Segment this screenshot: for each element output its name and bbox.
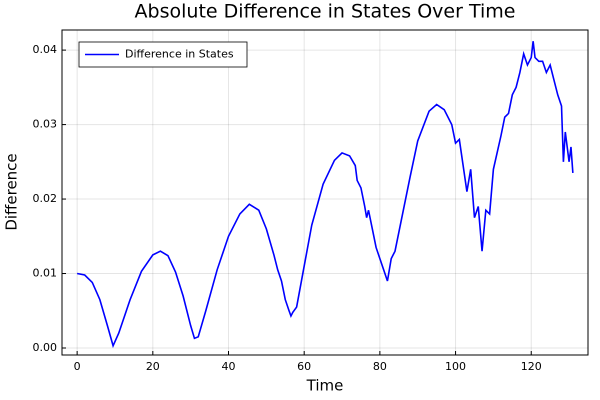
x-tick-label: 0 xyxy=(74,360,81,373)
x-tick-label: 60 xyxy=(297,360,311,373)
y-tick-label: 0.01 xyxy=(33,267,58,280)
x-tick-label: 40 xyxy=(222,360,236,373)
y-tick-label: 0.04 xyxy=(33,43,58,56)
legend-label: Difference in States xyxy=(125,48,234,61)
x-tick-label: 120 xyxy=(521,360,542,373)
y-axis-label: Difference xyxy=(3,153,21,230)
x-axis-label: Time xyxy=(306,377,344,395)
y-tick-label: 0.02 xyxy=(33,192,58,205)
chart-title: Absolute Difference in States Over Time xyxy=(135,1,516,23)
y-tick-label: 0.03 xyxy=(33,118,58,131)
plot-frame xyxy=(61,29,589,356)
y-tick-label: 0.00 xyxy=(33,341,58,354)
x-tick-label: 20 xyxy=(146,360,160,373)
data-line xyxy=(76,41,574,349)
x-tick-label: 100 xyxy=(445,360,466,373)
x-tick-label: 80 xyxy=(373,360,387,373)
